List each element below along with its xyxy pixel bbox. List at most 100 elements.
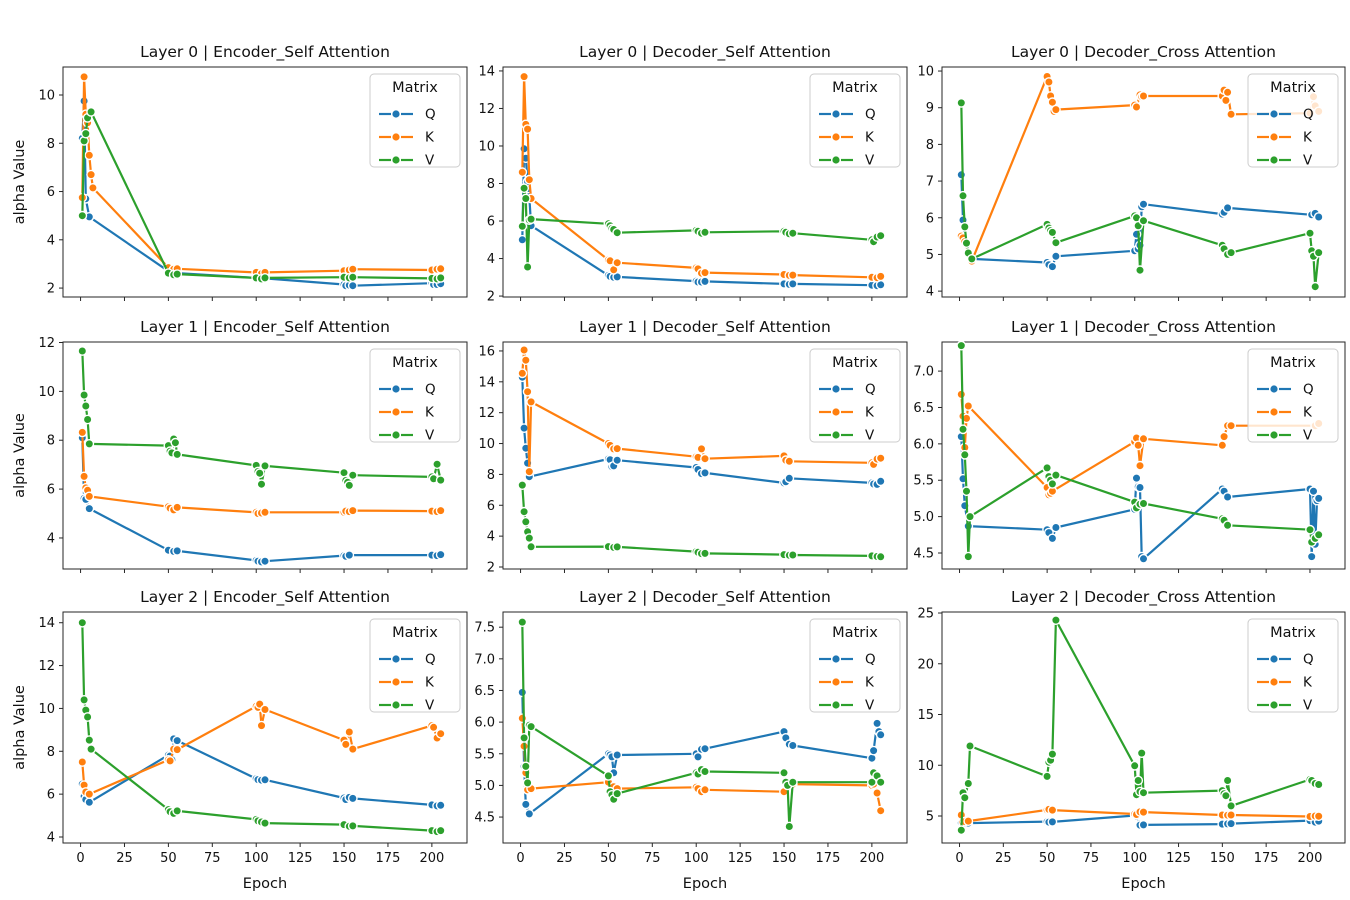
series-line-q <box>81 737 442 808</box>
y-tick-label: 8 <box>47 745 55 760</box>
data-point-v <box>347 470 358 481</box>
legend-marker-k-icon <box>391 407 401 417</box>
legend-title: Matrix <box>1270 355 1316 371</box>
legend-box <box>1247 73 1339 168</box>
legend-marker-k-icon <box>831 132 841 142</box>
y-tick-label: 4 <box>487 252 495 267</box>
data-point-q <box>1051 251 1061 262</box>
legend-marker-k-icon <box>831 407 841 417</box>
data-point-v <box>1051 615 1061 625</box>
data-point-v <box>700 766 710 777</box>
subplot-layer-1-decoder-cross-attention: 4.5 5.0 5.5 6.0 6.5 7.0 Layer 1 | Decoder_Cros… <box>913 318 1346 573</box>
data-point-v <box>1226 801 1237 811</box>
y-tick-label: 15 <box>917 708 934 723</box>
data-point-k <box>526 396 536 407</box>
legend-marker-v-icon <box>1269 700 1279 710</box>
y-tick-label: 5.5 <box>913 474 934 489</box>
data-point-k <box>612 257 623 268</box>
y-axis-label: alpha Value <box>12 685 28 770</box>
legend: Matrix QKV <box>1247 73 1339 169</box>
y-tick-label: 8 <box>487 177 495 192</box>
data-point-v <box>526 721 536 732</box>
legend-label-q: Q <box>865 107 876 123</box>
data-point-q <box>1138 199 1149 210</box>
subplot-layer-1-encoder-self-attention: 4 6 8 10 12 Layer 1 | Encoder_Self Attention a… <box>12 318 468 573</box>
data-point-v <box>784 821 795 832</box>
legend-label-q: Q <box>425 382 436 398</box>
data-point-k <box>700 784 710 795</box>
data-point-v <box>959 221 970 232</box>
data-point-q <box>1051 522 1061 533</box>
data-point-v <box>959 792 970 803</box>
axes-frame <box>502 66 908 298</box>
y-tick-label: 16 <box>478 344 495 359</box>
data-point-k <box>1226 810 1237 820</box>
legend-marker-k-icon <box>391 677 401 687</box>
y-tick-label: 14 <box>478 375 495 390</box>
x-tick-label: 100 <box>684 851 709 866</box>
data-point-k <box>344 727 355 737</box>
legend-box <box>809 348 901 443</box>
data-point-v <box>524 533 535 543</box>
series-line-v <box>521 484 882 558</box>
data-point-v <box>84 438 95 449</box>
legend: Matrix QKV <box>1247 618 1339 714</box>
data-point-k <box>520 355 531 366</box>
data-point-v <box>1222 775 1233 786</box>
x-tick-label: 0 <box>516 851 524 866</box>
data-point-v <box>79 695 90 705</box>
x-tick-label: 125 <box>728 851 753 866</box>
y-tick-label: 4 <box>926 285 934 300</box>
legend-label-k: K <box>425 405 435 421</box>
data-point-q <box>84 797 95 808</box>
data-point-q <box>1222 492 1233 502</box>
legend: Matrix QKV <box>369 73 461 169</box>
data-point-k <box>1138 433 1149 444</box>
data-point-v <box>435 825 446 836</box>
data-point-k <box>787 270 798 280</box>
legend-label-v: V <box>1303 153 1313 169</box>
data-point-q <box>172 735 183 746</box>
data-point-q <box>700 276 710 287</box>
data-point-v <box>520 761 531 772</box>
data-point-v <box>612 227 623 238</box>
x-tick-label: 175 <box>376 851 401 866</box>
data-point-k <box>1047 805 1058 815</box>
data-point-v <box>1047 478 1058 489</box>
data-point-q <box>524 809 535 819</box>
legend: Matrix QKV <box>369 348 461 444</box>
data-point-q <box>520 799 531 810</box>
data-point-k <box>696 443 707 454</box>
y-tick-label: 5.5 <box>474 747 495 762</box>
data-point-v <box>77 210 88 221</box>
data-point-v <box>77 346 88 356</box>
data-point-k <box>1217 440 1228 451</box>
data-point-k <box>875 271 886 282</box>
data-point-k <box>77 757 88 767</box>
y-tick-label: 4.5 <box>913 546 934 561</box>
data-point-k <box>517 713 528 724</box>
legend-marker-v-icon <box>831 155 841 165</box>
data-point-v <box>1135 265 1145 276</box>
data-point-v <box>1310 281 1321 292</box>
data-point-v <box>1136 748 1147 758</box>
data-point-v <box>522 778 533 788</box>
data-point-v <box>435 475 446 485</box>
x-axis-label: Epoch <box>243 876 287 892</box>
subplot-layer-1-decoder-self-attention: 2 4 6 8 10 12 14 16 Layer 1 | Decoder_Self Atten… <box>478 318 908 575</box>
data-point-q <box>1135 482 1145 493</box>
y-tick-label: 20 <box>917 657 934 672</box>
data-point-q <box>787 740 798 751</box>
y-tick-label: 5 <box>926 248 934 263</box>
axes-frame <box>502 611 908 844</box>
data-point-q <box>700 467 710 478</box>
legend-label-v: V <box>1303 698 1313 714</box>
legend-marker-v-icon <box>831 430 841 440</box>
x-axis-label: Epoch <box>683 876 727 892</box>
legend-marker-q-icon <box>1269 384 1279 394</box>
data-point-q <box>260 774 270 785</box>
data-point-v <box>80 401 91 411</box>
y-tick-label: 6 <box>47 788 55 803</box>
